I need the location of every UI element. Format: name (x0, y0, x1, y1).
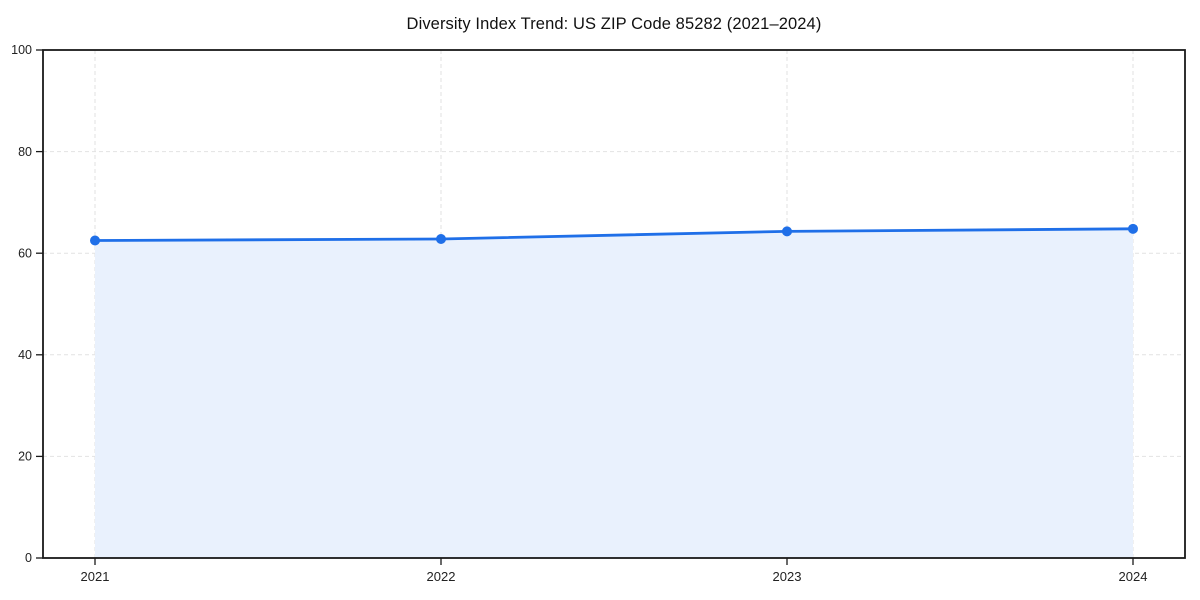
plot-border (42, 49, 1186, 559)
trend-line (93, 227, 1135, 242)
x-tick-label: 2021 (81, 569, 110, 584)
y-tick-label: 100 (11, 43, 32, 57)
y-tick-label: 0 (25, 551, 32, 565)
y-tick-label: 80 (18, 145, 32, 159)
area-fill (95, 228, 1133, 559)
data-point-marker (90, 235, 100, 246)
data-point-marker (1128, 223, 1138, 234)
y-tick-label: 40 (18, 348, 32, 362)
y-tick-label: 20 (18, 450, 32, 464)
data-point-marker (436, 233, 446, 244)
x-tick-label: 2023 (773, 569, 802, 584)
data-point-marker (782, 226, 792, 237)
x-tick-label: 2022 (427, 569, 456, 584)
y-tick-label: 60 (18, 246, 32, 260)
chart-title: Diversity Index Trend: US ZIP Code 85282… (406, 15, 822, 33)
x-tick-label: 2024 (1119, 569, 1148, 584)
